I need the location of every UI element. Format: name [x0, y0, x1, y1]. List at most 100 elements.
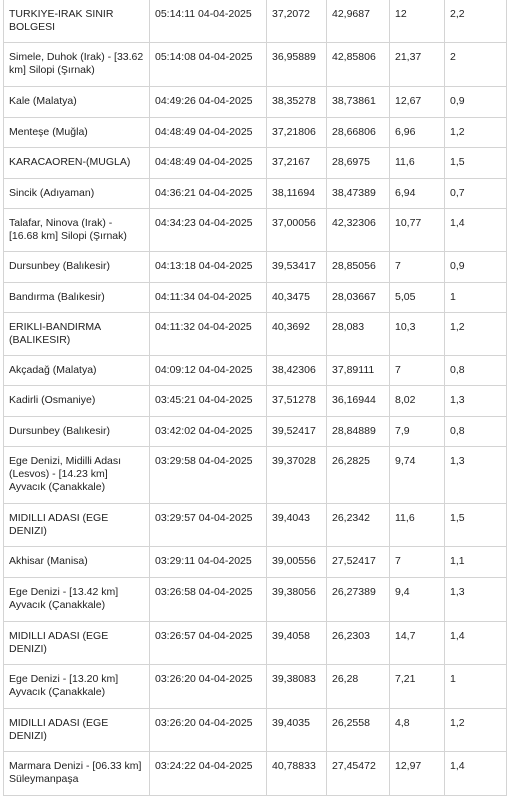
latitude-cell: 38,11694 [266, 178, 327, 209]
magnitude-cell: 1,1 [444, 546, 507, 578]
magnitude-cell: 1,4 [444, 621, 507, 665]
location-cell: Ege Denizi - [13.20 km] Ayvacık (Çanakka… [3, 664, 150, 709]
datetime-cell: 03:24:22 04-04-2025 [149, 751, 267, 796]
table-row: Menteşe (Muğla) 04:48:49 04-04-2025 37,218… [3, 117, 507, 148]
table-row: TURKIYE-IRAK SINIR BOLGESI 05:14:11 04-04… [3, 0, 507, 43]
longitude-cell: 42,9687 [326, 0, 390, 43]
location-cell: MIDILLI ADASI (EGE DENIZI) [3, 708, 150, 752]
table-row: Bandırma (Balıkesir) 04:11:34 04-04-2025 4… [3, 282, 507, 313]
magnitude-cell: 0,9 [444, 251, 507, 283]
location-cell: Ege Denizi - [13.42 km] Ayvacık (Çanakka… [3, 577, 150, 622]
depth-cell: 7,9 [389, 416, 445, 447]
latitude-cell: 40,3692 [266, 312, 327, 356]
datetime-cell: 04:11:32 04-04-2025 [149, 312, 267, 356]
datetime-cell: 04:48:49 04-04-2025 [149, 117, 267, 148]
latitude-cell: 38,35278 [266, 86, 327, 118]
depth-cell: 6,94 [389, 178, 445, 209]
datetime-cell: 03:29:58 04-04-2025 [149, 446, 267, 504]
latitude-cell: 39,52417 [266, 416, 327, 447]
latitude-cell: 39,38083 [266, 664, 327, 709]
location-cell: MIDILLI ADASI (EGE DENIZI) [3, 621, 150, 665]
depth-cell: 11,6 [389, 147, 445, 179]
latitude-cell: 40,3475 [266, 282, 327, 313]
magnitude-cell: 0,8 [444, 355, 507, 386]
datetime-cell: 03:26:20 04-04-2025 [149, 708, 267, 752]
latitude-cell: 39,38056 [266, 577, 327, 622]
earthquake-table-body: TURKIYE-IRAK SINIR BOLGESI 05:14:11 04-04… [3, 0, 507, 796]
location-cell: Talafar, Ninova (Irak) - [16.68 km] Silo… [3, 208, 150, 252]
latitude-cell: 40,78833 [266, 751, 327, 796]
datetime-cell: 05:14:08 04-04-2025 [149, 42, 267, 87]
datetime-cell: 03:29:57 04-04-2025 [149, 503, 267, 547]
datetime-cell: 03:42:02 04-04-2025 [149, 416, 267, 447]
magnitude-cell: 0,9 [444, 86, 507, 118]
depth-cell: 5,05 [389, 282, 445, 313]
depth-cell: 6,96 [389, 117, 445, 148]
longitude-cell: 37,89111 [326, 355, 390, 386]
longitude-cell: 28,66806 [326, 117, 390, 148]
magnitude-cell: 2 [444, 42, 507, 87]
magnitude-cell: 1,4 [444, 208, 507, 252]
location-cell: Bandırma (Balıkesir) [3, 282, 150, 313]
table-row: Ege Denizi - [13.42 km] Ayvacık (Çanakka… [3, 577, 507, 622]
longitude-cell: 26,2342 [326, 503, 390, 547]
longitude-cell: 38,47389 [326, 178, 390, 209]
depth-cell: 10,77 [389, 208, 445, 252]
latitude-cell: 37,21806 [266, 117, 327, 148]
latitude-cell: 39,53417 [266, 251, 327, 283]
depth-cell: 14,7 [389, 621, 445, 665]
location-cell: Kale (Malatya) [3, 86, 150, 118]
longitude-cell: 28,03667 [326, 282, 390, 313]
depth-cell: 9,74 [389, 446, 445, 504]
magnitude-cell: 1 [444, 282, 507, 313]
table-row: Marmara Denizi - [06.33 km] Süleymanpaşa… [3, 751, 507, 796]
longitude-cell: 28,083 [326, 312, 390, 356]
location-cell: MIDILLI ADASI (EGE DENIZI) [3, 503, 150, 547]
magnitude-cell: 2,2 [444, 0, 507, 43]
table-row: Akhisar (Manisa) 03:29:11 04-04-2025 39,00… [3, 546, 507, 578]
datetime-cell: 04:34:23 04-04-2025 [149, 208, 267, 252]
location-cell: Dursunbey (Balıkesir) [3, 416, 150, 447]
latitude-cell: 37,51278 [266, 385, 327, 417]
magnitude-cell: 1,5 [444, 503, 507, 547]
table-row: Dursunbey (Balıkesir) 04:13:18 04-04-2025… [3, 251, 507, 283]
location-cell: Menteşe (Muğla) [3, 117, 150, 148]
longitude-cell: 42,85806 [326, 42, 390, 87]
longitude-cell: 26,2303 [326, 621, 390, 665]
depth-cell: 12 [389, 0, 445, 43]
location-cell: Sincik (Adıyaman) [3, 178, 150, 209]
table-row: Ege Denizi, Midilli Adası (Lesvos) - [14… [3, 446, 507, 504]
location-cell: TURKIYE-IRAK SINIR BOLGESI [3, 0, 150, 43]
location-cell: Simele, Duhok (Irak) - [33.62 km] Silopi… [3, 42, 150, 87]
earthquake-table: TURKIYE-IRAK SINIR BOLGESI 05:14:11 04-04… [3, 0, 507, 796]
location-cell: Akhisar (Manisa) [3, 546, 150, 578]
magnitude-cell: 1,3 [444, 385, 507, 417]
location-cell: Ege Denizi, Midilli Adası (Lesvos) - [14… [3, 446, 150, 504]
datetime-cell: 04:48:49 04-04-2025 [149, 147, 267, 179]
latitude-cell: 39,4058 [266, 621, 327, 665]
table-row: Ege Denizi - [13.20 km] Ayvacık (Çanakka… [3, 664, 507, 709]
depth-cell: 10,3 [389, 312, 445, 356]
datetime-cell: 04:13:18 04-04-2025 [149, 251, 267, 283]
datetime-cell: 03:45:21 04-04-2025 [149, 385, 267, 417]
datetime-cell: 03:29:11 04-04-2025 [149, 546, 267, 578]
location-cell: ERIKLI-BANDIRMA (BALIKESIR) [3, 312, 150, 356]
location-cell: Akçadağ (Malatya) [3, 355, 150, 386]
latitude-cell: 36,95889 [266, 42, 327, 87]
depth-cell: 12,67 [389, 86, 445, 118]
datetime-cell: 03:26:20 04-04-2025 [149, 664, 267, 709]
longitude-cell: 38,73861 [326, 86, 390, 118]
datetime-cell: 04:09:12 04-04-2025 [149, 355, 267, 386]
latitude-cell: 37,2167 [266, 147, 327, 179]
datetime-cell: 05:14:11 04-04-2025 [149, 0, 267, 43]
datetime-cell: 03:26:57 04-04-2025 [149, 621, 267, 665]
latitude-cell: 39,4035 [266, 708, 327, 752]
longitude-cell: 26,27389 [326, 577, 390, 622]
location-cell: KARACAOREN-(MUGLA) [3, 147, 150, 179]
datetime-cell: 04:49:26 04-04-2025 [149, 86, 267, 118]
magnitude-cell: 0,8 [444, 416, 507, 447]
latitude-cell: 37,00056 [266, 208, 327, 252]
table-row: Sincik (Adıyaman) 04:36:21 04-04-2025 38,1… [3, 178, 507, 209]
longitude-cell: 28,84889 [326, 416, 390, 447]
magnitude-cell: 1,3 [444, 446, 507, 504]
